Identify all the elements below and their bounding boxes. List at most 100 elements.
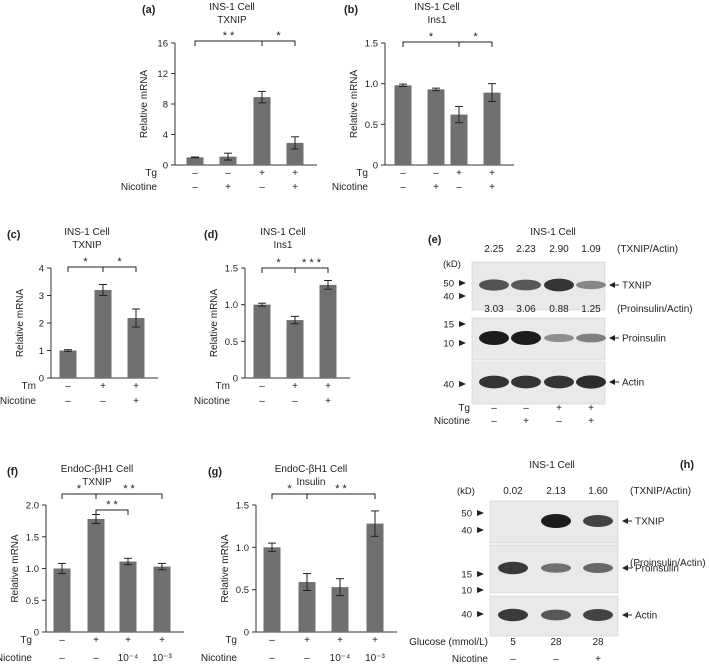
bar	[59, 350, 77, 378]
condition-value: –	[400, 182, 406, 193]
y-tick-label: 1.5	[26, 532, 39, 543]
significance-bracket	[458, 41, 493, 47]
blot-band	[544, 334, 574, 342]
protein-arrow-icon	[622, 565, 628, 571]
condition-value: +	[556, 403, 562, 414]
kd-marker: 50	[443, 279, 454, 290]
bar	[186, 157, 204, 165]
chart-b: (b) INS-1 Cell Ins1 0 0.5 1.0 1.5 Relative mRNA…	[332, 2, 514, 193]
chart-subtitle: TXNIP	[82, 477, 112, 488]
significance-stars: *	[276, 30, 281, 42]
ratio-value: 2.23	[516, 244, 536, 255]
bar	[127, 318, 145, 378]
condition-value: –	[433, 168, 439, 179]
condition-label: Tg	[458, 403, 470, 414]
condition-value: 28	[592, 637, 604, 648]
y-axis-label: Relative mRNA	[15, 289, 26, 358]
condition-value: +	[259, 168, 265, 179]
marker-arrow-icon	[477, 587, 484, 593]
bar	[263, 547, 281, 632]
condition-label: Glucose (mmol/L)	[409, 637, 488, 648]
kd-marker: 40	[461, 526, 472, 537]
marker-arrow-icon	[459, 280, 466, 286]
y-tick-label: 4	[163, 130, 168, 141]
condition-value: –	[491, 403, 497, 414]
condition-label: Tm	[216, 381, 230, 392]
condition-label: Tg	[356, 168, 368, 179]
blot-title: INS-1 Cell	[530, 227, 576, 238]
bar	[319, 284, 337, 378]
kd-label: (kD)	[457, 486, 475, 497]
condition-value: –	[65, 381, 71, 392]
marker-arrow-icon	[477, 510, 484, 516]
panel-label: (a)	[142, 4, 156, 16]
blot-band	[576, 375, 606, 389]
ratio-value: 0.02	[503, 486, 523, 497]
significance-bracket	[294, 267, 329, 273]
condition-value: –	[259, 381, 265, 392]
ratio-label: (Proinsulin/Actin)	[630, 558, 706, 569]
blot-band	[511, 375, 541, 389]
protein-arrow-icon	[622, 612, 628, 618]
marker-arrow-icon	[477, 611, 484, 617]
condition-value: –	[192, 168, 198, 179]
kd-label: (kD)	[443, 259, 461, 270]
ratio-label: (TXNIP/Actin)	[617, 244, 678, 255]
condition-label: Nicotine	[434, 416, 471, 427]
y-tick-label: 1.0	[365, 79, 378, 90]
condition-value: –	[59, 653, 65, 664]
ratio-value: 1.60	[588, 486, 608, 497]
protein-label: Actin	[635, 611, 657, 622]
significance-bracket	[102, 266, 137, 272]
marker-arrow-icon	[477, 527, 484, 533]
y-tick-label: 1.5	[225, 264, 238, 275]
ratio-label: (Proinsulin/Actin)	[617, 304, 693, 315]
panel-label: (c)	[7, 229, 21, 241]
protein-label: Actin	[622, 378, 644, 389]
blot-e: (e) INS-1 Cell (kD) 2.25 2.23 2.90 1.09 (TXNIP/…	[428, 227, 693, 427]
condition-label: Tm	[22, 381, 36, 392]
condition-value: –	[259, 182, 265, 193]
y-axis-label: Relative mRNA	[139, 70, 150, 139]
kd-marker: 40	[443, 380, 454, 391]
ratio-value: 2.25	[484, 244, 504, 255]
bar	[153, 566, 171, 632]
condition-value: +	[304, 635, 310, 646]
blot-band	[479, 331, 509, 345]
panel-label: (h)	[680, 459, 694, 471]
condition-value: –	[259, 396, 265, 407]
chart-d: (d) INS-1 Cell Ins1 0 0.5 1.0 1.5 Relative mRNA…	[194, 227, 350, 407]
condition-value: +	[489, 168, 495, 179]
blot-band	[511, 279, 541, 291]
blot-band	[576, 333, 606, 343]
blot-band	[541, 609, 571, 621]
blot-band	[544, 375, 574, 389]
bar	[219, 156, 237, 165]
kd-marker: 10	[443, 339, 454, 350]
y-tick-label: 0.5	[26, 596, 39, 607]
condition-value: –	[400, 168, 406, 179]
chart-subtitle: TXNIP	[217, 15, 247, 26]
condition-value: 28	[550, 637, 562, 648]
significance-stars: *	[83, 256, 88, 268]
bar	[253, 97, 271, 165]
significance-stars: * * *	[302, 257, 322, 269]
bar	[87, 518, 105, 632]
blot-band	[498, 561, 528, 575]
y-tick-label: 0	[39, 374, 44, 385]
bar	[94, 290, 112, 378]
marker-arrow-icon	[459, 321, 466, 327]
condition-value: +	[225, 182, 231, 193]
y-axis-label: Relative mRNA	[349, 70, 360, 139]
condition-value: –	[292, 396, 298, 407]
ratio-value: 3.03	[484, 304, 504, 315]
y-tick-label: 0	[244, 628, 249, 639]
y-axis-label: Relative mRNA	[209, 289, 220, 358]
condition-value: +	[337, 635, 343, 646]
condition-value: 10⁻⁴	[118, 653, 139, 664]
condition-label: Nicotine	[0, 653, 32, 664]
bar	[119, 561, 137, 632]
condition-value: –	[65, 396, 71, 407]
y-tick-label: 1.5	[365, 39, 378, 50]
significance-stars: * *	[223, 30, 235, 42]
